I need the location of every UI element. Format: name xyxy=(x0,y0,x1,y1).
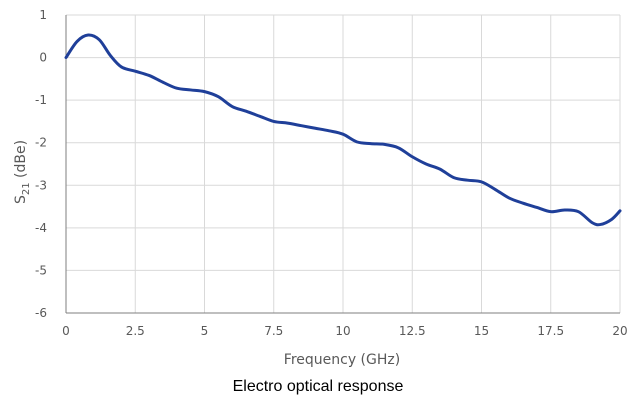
x-tick-label: 7.5 xyxy=(264,324,283,338)
x-tick-label: 15 xyxy=(474,324,489,338)
y-tick-label: 1 xyxy=(39,8,47,22)
grid xyxy=(66,14,621,313)
y-tick-label: -2 xyxy=(35,136,47,150)
y-axis-title: S21 (dBe) xyxy=(13,140,32,204)
series-group xyxy=(64,33,622,227)
x-tick-label: 17.5 xyxy=(537,324,564,338)
y-axis-title-rest: (dBe) xyxy=(13,140,29,182)
y-tick-label: -6 xyxy=(35,306,47,320)
y-tick-label: -3 xyxy=(35,178,47,192)
y-tick-label: 0 xyxy=(39,51,47,65)
axes xyxy=(65,15,620,314)
y-tick-labels: 1 0 -1 -2 -3 -4 -5 -6 xyxy=(35,8,47,320)
x-tick-label: 12.5 xyxy=(399,324,426,338)
x-axis-title: Frequency (GHz) xyxy=(284,352,400,368)
y-axis-title-subscript: 21 xyxy=(21,182,32,195)
x-tick-label: 0 xyxy=(62,324,70,338)
x-tick-labels: 0 2.5 5 7.5 10 12.5 15 17.5 20 xyxy=(62,324,627,338)
x-tick-label: 10 xyxy=(335,324,350,338)
chart-caption: Electro optical response xyxy=(233,378,404,395)
series-line xyxy=(64,33,622,227)
x-tick-label: 20 xyxy=(612,324,627,338)
y-tick-label: -4 xyxy=(35,221,47,235)
x-tick-label: 5 xyxy=(201,324,209,338)
y-tick-label: -5 xyxy=(35,263,47,277)
x-tick-label: 2.5 xyxy=(126,324,145,338)
y-tick-label: -1 xyxy=(35,93,47,107)
y-axis-title-base: S xyxy=(13,195,29,204)
